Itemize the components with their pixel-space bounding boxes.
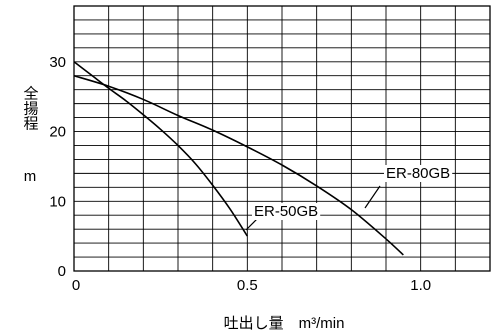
x-tick-label: 0 [72,277,80,294]
plot-frame [73,5,491,272]
y-tick-label: 30 [49,54,66,71]
y-tick-label: 20 [49,124,66,141]
x-axis-title: 吐出し量 m³/min [224,315,345,332]
leader-line-er-80gb [364,185,381,209]
y-axis-title: 全揚程 [22,85,39,131]
x-tick-label: 0.5 [237,277,258,294]
series-label-background [384,165,453,182]
tick-labels: 0 10 20 30 0 0.5 1.0 [49,54,431,294]
x-tick-label: 1.0 [410,277,431,294]
grid-lines [74,6,490,271]
series-curves [73,61,404,256]
series-labels: ER-50GB ER-80GB [245,165,453,231]
y-tick-label: 0 [58,263,66,280]
series-label-er-80gb: ER-80GB [386,165,450,182]
series-curve-er-80gb [73,74,404,256]
series-curve-er-50gb [73,61,249,237]
y-tick-label: 10 [49,193,66,210]
series-label-background [252,203,321,220]
y-axis-unit: m [24,168,37,185]
series-label-er-50gb: ER-50GB [254,203,318,220]
